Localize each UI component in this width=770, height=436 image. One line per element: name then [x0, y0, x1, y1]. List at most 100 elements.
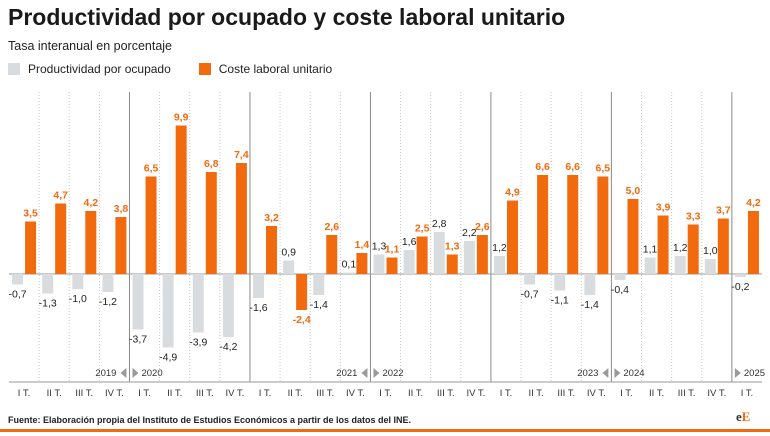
bar-coste — [175, 125, 187, 274]
bar-productividad — [734, 274, 746, 277]
data-label-productividad: 1,6 — [402, 236, 417, 248]
x-tick-label: IV T. — [466, 388, 485, 399]
bar-productividad — [283, 260, 295, 274]
data-label-coste: 3,8 — [114, 203, 129, 215]
bar-coste — [446, 254, 458, 274]
x-tick-label: IV T. — [346, 388, 365, 399]
bar-productividad — [162, 274, 174, 348]
data-label-productividad: -3,7 — [129, 334, 147, 346]
bar-productividad — [704, 259, 716, 274]
bar-productividad — [42, 274, 54, 294]
data-label-productividad: 0,9 — [281, 247, 296, 259]
bar-coste — [416, 236, 428, 274]
data-label-productividad: -0,7 — [521, 289, 539, 301]
bar-productividad — [584, 274, 596, 295]
bar-productividad — [614, 274, 626, 280]
legend-label-coste: Coste laboral unitario — [218, 62, 333, 76]
data-label-productividad: 1,0 — [703, 245, 718, 257]
bar-productividad — [313, 274, 325, 295]
x-tick-label: IV T. — [105, 388, 124, 399]
data-label-productividad: -0,2 — [731, 281, 749, 293]
bar-productividad — [132, 274, 144, 330]
data-label-productividad: -1,0 — [69, 293, 87, 305]
bar-coste — [85, 211, 97, 274]
bar-productividad — [253, 274, 265, 298]
data-label-coste: 9,9 — [174, 112, 189, 124]
bar-coste — [567, 175, 579, 274]
bar-coste — [55, 203, 67, 274]
year-label: 2019 — [95, 368, 116, 379]
x-tick-label: IV T. — [707, 388, 726, 399]
data-label-coste: 4,2 — [746, 197, 761, 209]
bar-coste — [597, 176, 609, 274]
data-label-coste: 3,2 — [264, 212, 279, 224]
brand-logo: eE — [736, 409, 751, 424]
bar-productividad — [403, 250, 415, 274]
data-label-productividad: -4,2 — [219, 341, 237, 353]
bar-coste — [386, 257, 398, 274]
data-label-coste: 5,0 — [626, 185, 641, 197]
data-label-productividad: -1,2 — [99, 296, 117, 308]
data-label-coste: 1,4 — [355, 239, 370, 251]
bar-coste — [717, 218, 729, 274]
bar-coste — [205, 172, 217, 274]
year-arrow-right-icon — [614, 368, 621, 378]
bar-productividad — [493, 256, 505, 274]
x-tick-label: III T. — [437, 388, 455, 399]
data-label-productividad: 0,1 — [342, 259, 357, 271]
data-label-productividad: -1,3 — [39, 298, 57, 310]
bar-productividad — [674, 256, 686, 274]
data-label-productividad: 2,2 — [462, 227, 477, 239]
data-label-productividad: 1,2 — [492, 242, 507, 254]
data-label-productividad: -3,9 — [189, 337, 207, 349]
year-arrow-left-icon — [361, 368, 368, 378]
x-tick-label: III T. — [678, 388, 696, 399]
data-label-coste: 4,2 — [83, 197, 98, 209]
bar-coste — [687, 224, 699, 274]
data-label-productividad: -0,4 — [611, 284, 629, 296]
x-tick-label: II T. — [167, 388, 182, 399]
x-tick-label: I T. — [741, 388, 754, 399]
bar-productividad — [102, 274, 114, 292]
data-label-coste: 3,7 — [716, 205, 731, 217]
bar-coste — [747, 211, 759, 274]
year-label: 2024 — [623, 368, 644, 379]
bar-coste — [115, 217, 127, 274]
legend-swatch-coste — [198, 63, 211, 75]
bar-productividad — [554, 274, 566, 291]
bar-productividad — [524, 274, 536, 285]
bar-coste — [537, 175, 549, 274]
x-tick-label: II T. — [649, 388, 664, 399]
data-label-coste: 3,3 — [686, 211, 701, 223]
data-label-productividad: 1,3 — [372, 241, 387, 253]
bar-productividad — [72, 274, 84, 289]
data-label-coste: -2,4 — [293, 314, 311, 326]
bar-productividad — [373, 254, 385, 274]
x-tick-label: I T. — [138, 388, 151, 399]
bar-coste — [627, 199, 639, 274]
data-label-coste: 6,8 — [204, 158, 219, 170]
source-footnote: Fuente: Elaboración propia del Instituto… — [8, 415, 412, 425]
year-arrow-left-icon — [602, 368, 609, 378]
x-tick-label: II T. — [47, 388, 62, 399]
bar-coste — [266, 226, 278, 274]
year-label: 2020 — [141, 368, 162, 379]
bar-coste — [657, 215, 669, 274]
x-tick-label: IV T. — [225, 388, 244, 399]
year-arrow-right-icon — [734, 368, 741, 378]
data-label-productividad: -1,6 — [249, 302, 267, 314]
data-label-productividad: -1,4 — [581, 299, 599, 311]
data-label-productividad: 1,1 — [643, 244, 658, 256]
x-tick-label: III T. — [75, 388, 93, 399]
x-tick-label: I T. — [259, 388, 272, 399]
data-label-coste: 6,6 — [535, 161, 550, 173]
x-tick-label: IV T. — [587, 388, 606, 399]
x-tick-label: I T. — [379, 388, 392, 399]
chart-subtitle: Tasa interanual en porcentaje — [8, 39, 173, 53]
data-label-coste: 3,5 — [23, 208, 38, 220]
data-label-coste: 1,1 — [385, 244, 400, 256]
data-label-coste: 6,5 — [144, 163, 159, 175]
bar-coste — [476, 235, 488, 274]
year-label: 2021 — [336, 368, 357, 379]
